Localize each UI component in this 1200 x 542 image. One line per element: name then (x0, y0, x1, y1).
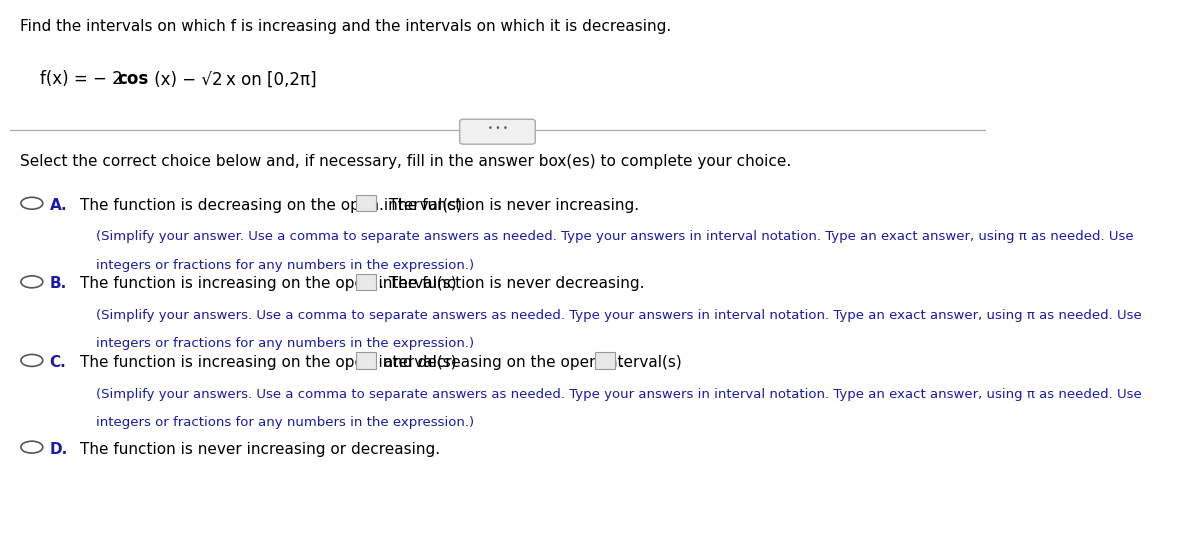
Text: • • •: • • • (487, 125, 508, 133)
Text: B.: B. (49, 276, 67, 292)
Text: The function is increasing on the open interval(s): The function is increasing on the open i… (79, 355, 456, 370)
FancyBboxPatch shape (460, 119, 535, 144)
Text: (Simplify your answers. Use a comma to separate answers as needed. Type your ans: (Simplify your answers. Use a comma to s… (96, 309, 1141, 322)
Text: integers or fractions for any numbers in the expression.): integers or fractions for any numbers in… (96, 416, 474, 429)
Text: cos: cos (118, 70, 149, 88)
Text: The function is increasing on the open interval(s): The function is increasing on the open i… (79, 276, 456, 292)
Text: Find the intervals on which f is increasing and the intervals on which it is dec: Find the intervals on which f is increas… (20, 19, 671, 34)
Text: Select the correct choice below and, if necessary, fill in the answer box(es) to: Select the correct choice below and, if … (20, 154, 791, 170)
Text: .: . (618, 355, 623, 370)
Text: The function is decreasing on the open interval(s): The function is decreasing on the open i… (79, 198, 462, 213)
Text: A.: A. (49, 198, 67, 213)
Text: (x) − √2 x on [0,2π]: (x) − √2 x on [0,2π] (149, 70, 317, 88)
FancyBboxPatch shape (356, 352, 376, 369)
Text: D.: D. (49, 442, 68, 457)
Text: C.: C. (49, 355, 66, 370)
Text: integers or fractions for any numbers in the expression.): integers or fractions for any numbers in… (96, 337, 474, 350)
Text: . The function is never decreasing.: . The function is never decreasing. (379, 276, 644, 292)
Text: (Simplify your answers. Use a comma to separate answers as needed. Type your ans: (Simplify your answers. Use a comma to s… (96, 388, 1141, 401)
FancyBboxPatch shape (595, 352, 616, 369)
Text: f(x) = − 2: f(x) = − 2 (40, 70, 127, 88)
Text: integers or fractions for any numbers in the expression.): integers or fractions for any numbers in… (96, 259, 474, 272)
FancyBboxPatch shape (356, 274, 376, 290)
FancyBboxPatch shape (356, 195, 376, 211)
Text: and decreasing on the open interval(s): and decreasing on the open interval(s) (379, 355, 682, 370)
Text: The function is never increasing or decreasing.: The function is never increasing or decr… (79, 442, 439, 457)
Text: (Simplify your answer. Use a comma to separate answers as needed. Type your answ: (Simplify your answer. Use a comma to se… (96, 230, 1133, 243)
Text: . The function is never increasing.: . The function is never increasing. (379, 198, 640, 213)
